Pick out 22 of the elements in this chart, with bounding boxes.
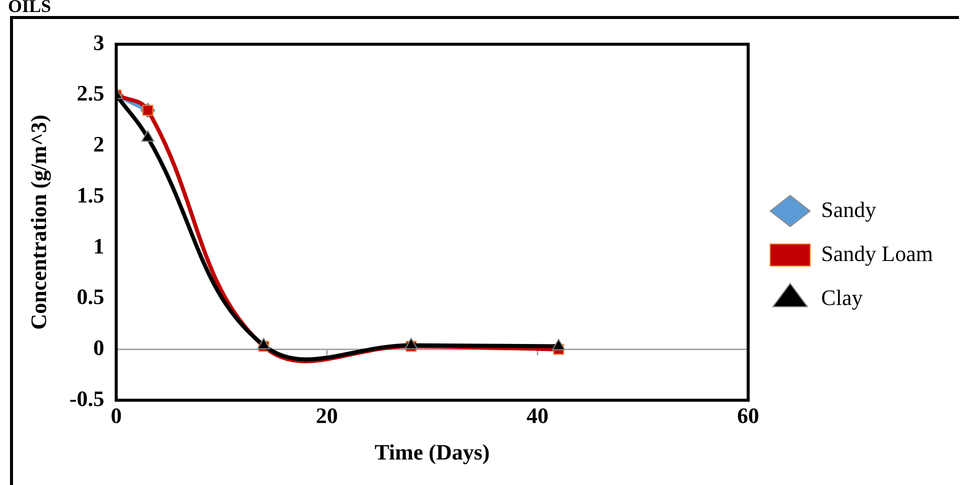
text: OILS [8, 0, 52, 16]
x-tick-label: 20 [316, 403, 338, 428]
point [404, 338, 418, 350]
y-tick-label: 2 [93, 132, 104, 157]
legend-label: Clay [821, 284, 863, 310]
x-axis-title: Time (Days) [374, 439, 490, 464]
y-tick-label: 1 [93, 233, 104, 258]
x-tick-label: 40 [526, 403, 549, 428]
y-axis-title: Concentration (g/m^3) [26, 114, 51, 330]
x-tick-label: 0 [110, 403, 122, 428]
y-tick-label: -0.5 [69, 386, 104, 411]
point [257, 338, 270, 350]
y-tick-label: 3 [93, 30, 104, 55]
point [141, 130, 154, 142]
y-tick-label: 0.5 [76, 284, 104, 310]
y-tick-label: 0 [93, 335, 104, 360]
point [552, 338, 566, 350]
x-tick-label: 60 [737, 403, 760, 428]
legend-label: Sandy [821, 196, 876, 222]
legend-label: Sandy Loam [821, 240, 934, 266]
y-tick-label: 2.5 [76, 80, 104, 106]
y-tick-label: 1.5 [76, 182, 104, 208]
